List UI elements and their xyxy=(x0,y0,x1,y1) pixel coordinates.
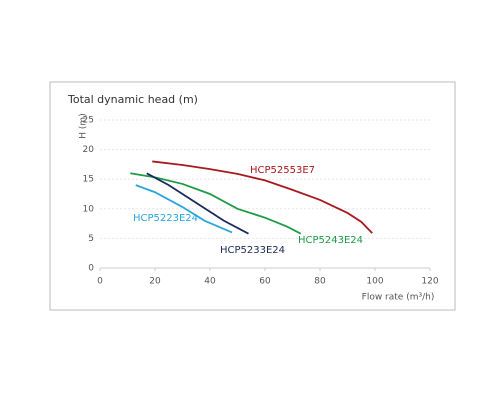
series-line xyxy=(152,160,373,234)
x-tick-label: 100 xyxy=(366,277,383,287)
y-tick-label: 10 xyxy=(83,204,95,214)
series-label: HCP5233E24 xyxy=(220,245,285,256)
series-label: HCP52553E7 xyxy=(250,165,315,176)
y-tick-label: 0 xyxy=(88,264,94,274)
y-axis-label: H (m) xyxy=(79,113,89,138)
y-tick-label: 15 xyxy=(83,175,94,185)
chart-title: Total dynamic head (m) xyxy=(67,93,198,106)
series-line xyxy=(130,172,302,235)
series-label: HCP5223E24 xyxy=(133,213,198,224)
y-tick-label: 20 xyxy=(83,145,95,155)
series-label: HCP5243E24 xyxy=(298,235,363,246)
x-tick-label: 80 xyxy=(314,277,326,287)
x-tick-label: 60 xyxy=(259,277,271,287)
chart-frame xyxy=(49,81,456,311)
y-tick-label: 25 xyxy=(83,116,94,126)
series-line xyxy=(146,172,249,235)
x-tick-label: 120 xyxy=(421,277,438,287)
y-tick-label: 5 xyxy=(88,234,94,244)
x-tick-label: 40 xyxy=(204,277,216,287)
series-line xyxy=(135,184,233,234)
x-tick-label: 0 xyxy=(97,277,103,287)
x-axis-label: Flow rate (m³/h) xyxy=(362,293,435,303)
x-tick-label: 20 xyxy=(149,277,161,287)
